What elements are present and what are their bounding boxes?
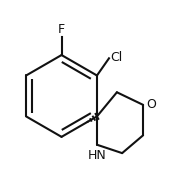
Text: HN: HN [88, 149, 107, 162]
Text: O: O [147, 98, 157, 111]
Text: F: F [58, 23, 65, 36]
Text: Cl: Cl [110, 51, 122, 64]
